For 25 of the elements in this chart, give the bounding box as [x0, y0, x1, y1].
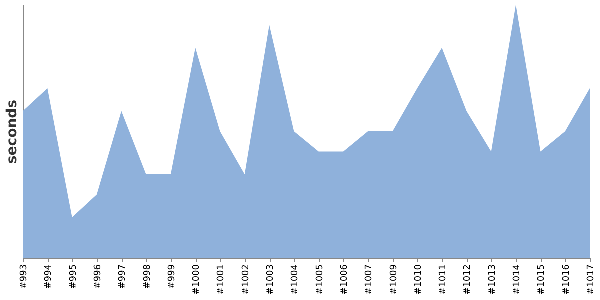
x-tick-label: #996 — [93, 264, 104, 290]
x-tick-label: #1012 — [463, 264, 474, 295]
x-tick-label: #1004 — [290, 264, 301, 295]
x-tick-label: #1009 — [389, 264, 400, 295]
x-tick-label: #1003 — [266, 264, 276, 295]
x-tick-label: #1000 — [192, 264, 202, 295]
x-tick-label: #995 — [68, 264, 79, 290]
x-tick-label: #1001 — [216, 264, 227, 295]
x-tick-label: #1010 — [414, 264, 424, 295]
x-tick-label: #1006 — [340, 264, 350, 295]
x-tick-label: #1016 — [562, 264, 572, 295]
x-tick-label: #1002 — [241, 264, 252, 295]
x-tick-label: #1007 — [364, 264, 375, 295]
x-tick-label: #1017 — [586, 264, 596, 295]
x-tick-label: #1015 — [537, 264, 548, 295]
x-tick-label: #997 — [118, 264, 128, 290]
x-tick-label: #1014 — [512, 264, 523, 295]
x-tick-label: #999 — [167, 264, 178, 290]
y-axis-title: seconds — [4, 100, 20, 164]
x-tick-label: #998 — [142, 264, 153, 290]
x-tick-label: #993 — [20, 264, 30, 290]
x-tick-label: #994 — [44, 264, 54, 290]
x-tick-label: #1005 — [315, 264, 326, 295]
x-tick-label: #1011 — [438, 264, 449, 295]
x-tick-label: #1013 — [488, 264, 498, 295]
